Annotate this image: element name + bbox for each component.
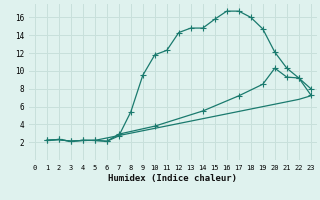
- X-axis label: Humidex (Indice chaleur): Humidex (Indice chaleur): [108, 174, 237, 183]
